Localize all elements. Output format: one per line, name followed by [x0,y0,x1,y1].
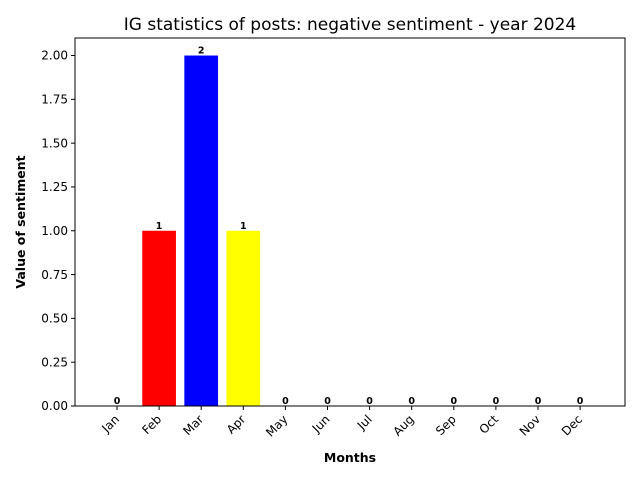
value-label-jul: 0 [366,396,373,407]
bar-apr [226,230,261,406]
value-label-jun: 0 [324,396,331,407]
value-label-mar: 2 [198,46,205,57]
y-tick-label: 0.75 [41,268,68,282]
y-tick-label: 2.00 [41,49,68,63]
plot-frame [74,37,626,407]
x-tick-label-aug: Aug [390,412,416,438]
bar-feb [142,230,176,406]
x-axis-ticks: Jan Feb Mar Apr May Jun Jul Aug Sep Oct Nov Dec [98,406,585,440]
x-tick-label-jun: Jun [309,412,333,436]
x-tick-label-jan: Jan [98,412,122,436]
value-label-sep: 0 [450,396,457,407]
value-label-nov: 0 [535,396,542,407]
value-label-oct: 0 [493,396,500,407]
value-label-may: 0 [282,396,289,407]
x-tick-label-feb: Feb [139,412,164,437]
y-axis-ticks: 0.00 0.25 0.50 0.75 1.00 1.25 1.50 1.75 2.00 [41,49,75,413]
y-axis-label: Value of sentiment [13,155,28,288]
value-label-dec: 0 [577,396,584,407]
y-tick-label: 0.50 [41,312,68,326]
y-tick-label: 0.25 [41,355,68,369]
x-tick-label-mar: Mar [180,412,206,438]
x-tick-label-apr: Apr [224,412,249,437]
x-tick-label-nov: Nov [517,412,543,438]
y-tick-label: 1.25 [41,180,68,194]
x-tick-label-may: May [263,412,290,439]
x-tick-label-jul: Jul [354,412,375,433]
value-label-jan: 0 [114,396,121,407]
x-tick-label-dec: Dec [559,412,585,438]
x-axis-label: Months [324,450,376,465]
value-label-aug: 0 [408,396,415,407]
value-labels-layer: 0 1 2 1 0 0 0 0 0 0 0 0 [114,46,584,407]
y-tick-label: 1.00 [41,224,68,238]
y-tick-label: 1.50 [41,136,68,150]
y-tick-label: 0.00 [41,399,68,413]
value-label-apr: 1 [240,221,247,232]
chart-title: IG statistics of posts: negative sentime… [124,15,577,35]
x-tick-label-oct: Oct [476,412,501,437]
value-label-feb: 1 [156,221,163,232]
bar-mar [184,55,219,407]
y-tick-label: 1.75 [41,93,68,107]
bars-layer [142,55,261,407]
x-tick-label-sep: Sep [433,412,459,438]
